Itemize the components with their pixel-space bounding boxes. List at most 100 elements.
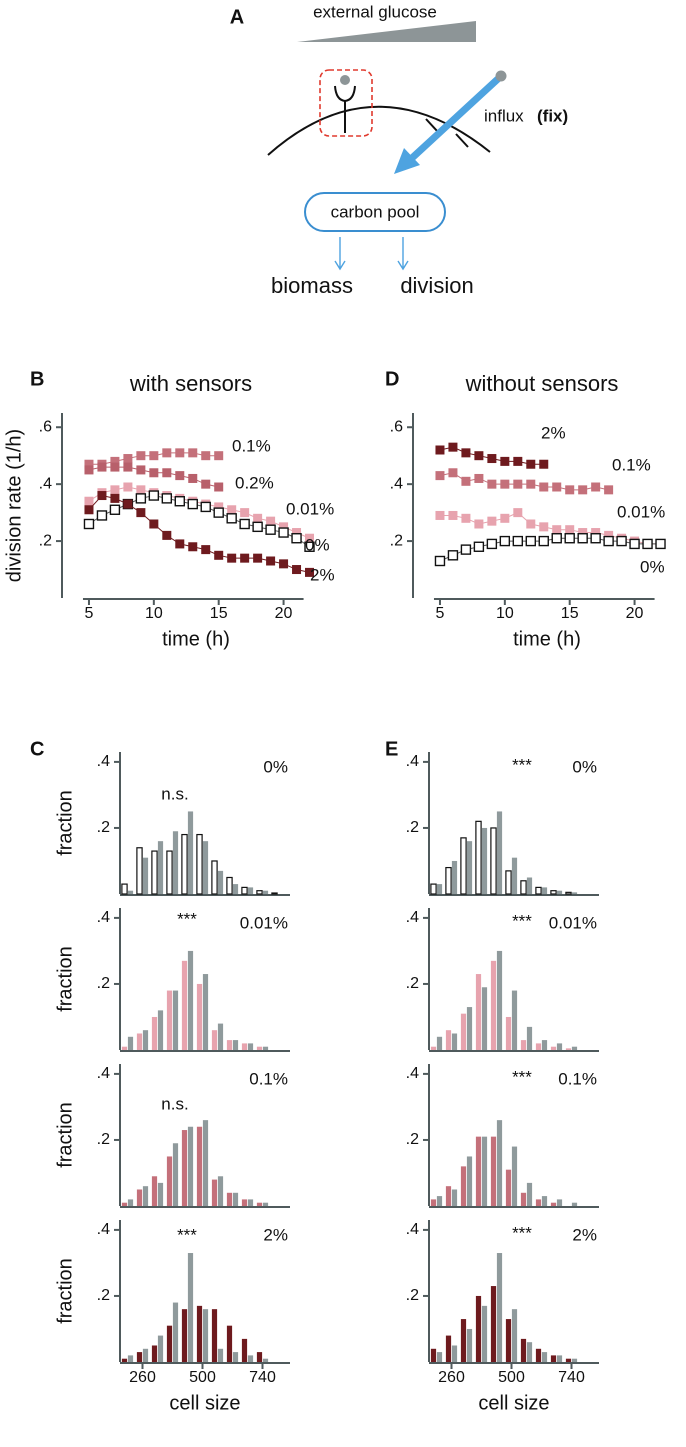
y-tick-label: .4 — [390, 475, 403, 492]
bar — [241, 1043, 248, 1050]
marker — [642, 538, 653, 550]
bar — [232, 1040, 239, 1050]
bar — [481, 987, 488, 1050]
marker — [110, 456, 120, 466]
bar — [211, 1030, 218, 1050]
chart-title: without sensors — [465, 371, 619, 396]
output-label: division — [400, 273, 473, 298]
bar — [202, 974, 209, 1050]
bar — [526, 1182, 533, 1206]
bar — [121, 883, 128, 895]
y-tick-label: .4 — [406, 1065, 419, 1082]
bar — [541, 1196, 548, 1206]
annotation: *** — [512, 911, 532, 930]
y-tick-label: .2 — [97, 1287, 110, 1304]
marker — [577, 533, 588, 544]
bar — [211, 860, 218, 895]
bar — [247, 1355, 254, 1362]
series-label: 0.1% — [249, 1069, 288, 1088]
marker — [578, 528, 588, 538]
bar — [142, 857, 149, 894]
bar — [541, 1040, 548, 1050]
x-axis-label: cell size — [169, 1392, 240, 1414]
marker — [187, 498, 198, 510]
marker — [564, 533, 575, 544]
marker — [461, 448, 471, 458]
y-tick-label: .2 — [406, 1131, 419, 1148]
bar — [445, 866, 452, 895]
marker — [292, 528, 302, 538]
bar — [181, 960, 188, 1050]
annotation: *** — [512, 1223, 532, 1242]
gradient-label: external glucose — [313, 2, 437, 21]
series-label: 2% — [541, 423, 566, 442]
x-tick-label: 500 — [498, 1369, 525, 1386]
influx-arrow — [409, 74, 503, 161]
bar — [430, 1348, 437, 1362]
marker — [565, 485, 575, 495]
bar — [451, 1033, 458, 1050]
marker — [123, 454, 133, 464]
marker — [97, 462, 107, 472]
x-axis-label: cell size — [478, 1392, 549, 1414]
marker — [603, 535, 614, 547]
chart: .2 .4 0.01% *** — [406, 908, 599, 1052]
bar — [166, 990, 173, 1050]
x-tick-label: 260 — [129, 1369, 156, 1386]
bar — [121, 1046, 128, 1050]
x-tick-label: 260 — [438, 1369, 465, 1386]
bar — [556, 890, 563, 894]
x-tick-label: 5 — [436, 605, 445, 622]
bar — [526, 877, 533, 894]
marker — [590, 533, 601, 544]
marker — [552, 482, 562, 492]
panel-label: D — [385, 368, 399, 390]
bar — [460, 1166, 467, 1206]
marker — [109, 504, 121, 515]
bar — [256, 1046, 263, 1050]
marker — [591, 482, 601, 492]
y-tick-label: .2 — [97, 975, 110, 992]
bar — [475, 820, 482, 895]
panel-label: E — [385, 738, 398, 760]
series-label: 0% — [305, 535, 330, 554]
marker — [435, 510, 445, 520]
bar — [256, 890, 263, 895]
marker — [629, 538, 640, 550]
marker — [499, 535, 511, 547]
marker — [149, 468, 159, 478]
membrane — [267, 105, 491, 156]
marker — [253, 513, 263, 523]
marker — [123, 499, 133, 509]
bar — [256, 1352, 263, 1362]
bar — [211, 1309, 218, 1362]
bar — [451, 860, 458, 894]
marker — [201, 479, 211, 489]
bar — [481, 1136, 488, 1206]
bar — [556, 1043, 563, 1050]
marker — [526, 519, 536, 529]
bar — [271, 892, 278, 895]
bar — [505, 870, 512, 895]
bar — [436, 1196, 443, 1206]
panel-label: A — [230, 6, 244, 28]
y-axis-label: fraction — [54, 1102, 76, 1168]
bar — [490, 827, 497, 895]
chart: .2 .4 fraction 0.1% n.s. — [54, 1064, 290, 1208]
pool-box — [304, 192, 446, 232]
marker — [279, 559, 289, 569]
bar — [451, 1345, 458, 1362]
bar — [247, 887, 254, 894]
bar — [466, 1156, 473, 1206]
bar — [142, 1348, 149, 1362]
marker — [239, 518, 250, 530]
bar — [217, 1176, 224, 1206]
marker — [149, 451, 159, 461]
x-axis-label: time (h) — [513, 628, 581, 650]
bar — [490, 1136, 497, 1206]
bar — [217, 1348, 224, 1362]
y-tick-label: .2 — [406, 819, 419, 836]
x-tick-label: 5 — [85, 605, 94, 622]
y-axis-label: fraction — [54, 1258, 76, 1324]
